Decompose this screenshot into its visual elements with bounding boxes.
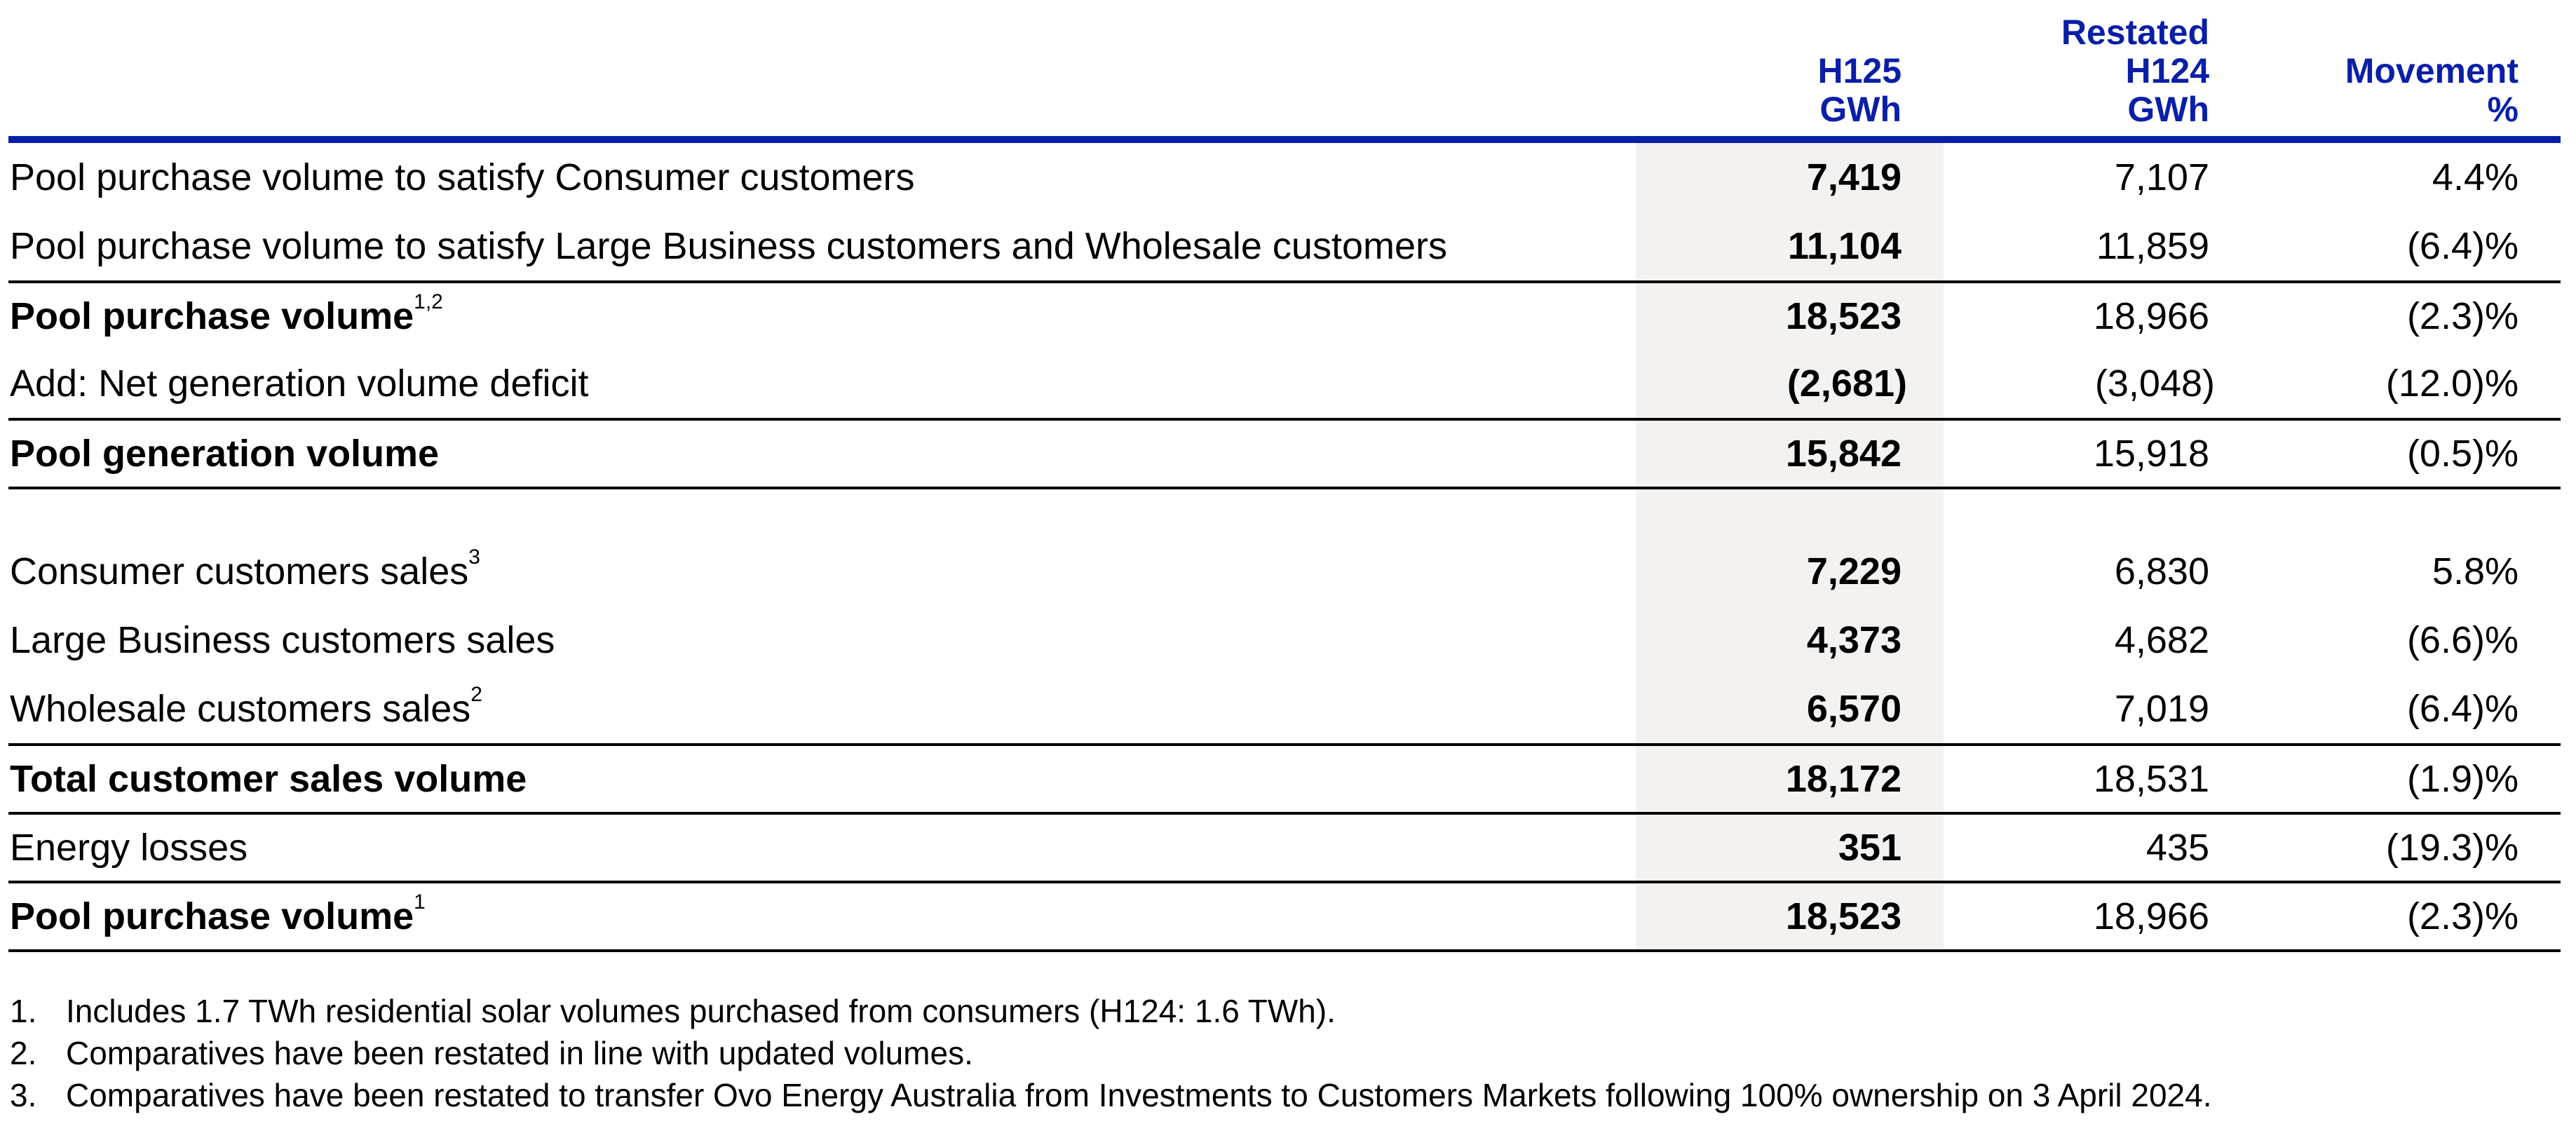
footnote-ref: 1 (414, 890, 426, 914)
section-spacer (8, 487, 2561, 537)
footnote-number: 1. (10, 993, 37, 1029)
h125-value: 15,842 (1636, 421, 1944, 487)
h125-value: 7,229 (1636, 537, 1944, 606)
footnote-ref: 1,2 (414, 290, 443, 313)
header-line: GWh (2127, 90, 2209, 129)
h124-value: 18,531 (2093, 758, 2209, 800)
header-h124: Restated H124 GWh (1944, 13, 2251, 136)
row-label: Pool purchase volume1,2 (10, 290, 443, 337)
movement-value: (12.0)% (2385, 362, 2519, 405)
movement-value: 4.4% (2432, 156, 2519, 198)
header-line: Movement (2345, 51, 2519, 90)
table-row: Total customer sales volume 18,172 18,53… (8, 743, 2561, 812)
movement-value: (6.6)% (2406, 619, 2519, 661)
h124-value: 18,966 (2093, 895, 2209, 937)
movement-value: (6.4)% (2406, 225, 2519, 267)
h124-value: 7,107 (2114, 156, 2209, 198)
row-label: Pool purchase volume to satisfy Large Bu… (10, 225, 1447, 267)
movement-value: (19.3)% (2385, 827, 2519, 869)
h125-value: (2,681) (1636, 349, 1944, 418)
table-header: H125 GWh Restated H124 GWh Movement% (8, 0, 2561, 136)
table-row: Energy losses 351 435 (19.3)% (8, 812, 2561, 881)
table-row: Wholesale customers sales2 6,570 7,019 (… (8, 674, 2561, 743)
footnote-number: 2. (10, 1035, 37, 1071)
h124-value: 4,682 (2114, 619, 2209, 661)
h124-value: 18,966 (2093, 295, 2209, 337)
footnote-text: Comparatives have been restated in line … (66, 1035, 973, 1071)
h124-value: 7,019 (2114, 688, 2209, 730)
h124-value: 435 (2145, 827, 2209, 869)
table-row: Pool purchase volume1,2 18,523 18,966 (2… (8, 280, 2561, 349)
movement-value: 5.8% (2432, 550, 2519, 592)
header-line: Restated (2061, 13, 2209, 52)
h125-value: 18,523 (1636, 283, 1944, 349)
h125-value: 351 (1636, 815, 1944, 881)
movement-value: (6.4)% (2406, 688, 2519, 730)
table-row: Pool purchase volume1 18,523 18,966 (2.3… (8, 881, 2561, 949)
row-label: Pool purchase volume to satisfy Consumer… (10, 156, 915, 198)
table-row: Consumer customers sales3 7,229 6,830 5.… (8, 537, 2561, 606)
footnote: 2. Comparatives have been restated in lin… (10, 1032, 2212, 1074)
footnote-text: Includes 1.7 TWh residential solar volum… (66, 993, 1336, 1029)
row-label: Pool purchase volume1 (10, 890, 426, 937)
header-line: % (2487, 90, 2519, 129)
table-row: Pool purchase volume to satisfy Large Bu… (8, 212, 2561, 280)
header-rule (8, 136, 2561, 143)
row-label: Add: Net generation volume deficit (10, 362, 589, 405)
row-label: Consumer customers sales3 (10, 545, 480, 592)
h125-value: 7,419 (1636, 143, 1944, 212)
row-label: Large Business customers sales (10, 619, 555, 661)
table-row: Pool purchase volume to satisfy Consumer… (8, 143, 2561, 212)
h124-value: 15,918 (2093, 433, 2209, 475)
footnote-number: 3. (10, 1077, 37, 1113)
footnote-ref: 3 (468, 545, 480, 569)
footnote-ref: 2 (470, 683, 482, 706)
table-row: Large Business customers sales 4,373 4,6… (8, 606, 2561, 674)
movement-value: (1.9)% (2406, 758, 2519, 800)
row-label: Energy losses (10, 827, 248, 869)
h124-value: 6,830 (2114, 550, 2209, 592)
header-line: GWh (1819, 90, 1902, 129)
movement-value: (0.5)% (2406, 433, 2519, 475)
footnote: 1. Includes 1.7 TWh residential solar vol… (10, 990, 2212, 1032)
row-label: Total customer sales volume (10, 758, 527, 800)
header-movement: Movement% (2251, 52, 2561, 136)
h125-value: 11,104 (1636, 212, 1944, 280)
table-row: Add: Net generation volume deficit (2,68… (8, 349, 2561, 418)
h124-value: 11,859 (2096, 225, 2209, 267)
h124-value: (3,048) (2094, 362, 2215, 405)
footnote: 3. Comparatives have been restated to tra… (10, 1074, 2212, 1116)
footnote-text: Comparatives have been restated to trans… (66, 1077, 2212, 1113)
h125-value: 4,373 (1636, 606, 1944, 674)
h125-value: 18,172 (1636, 746, 1944, 812)
header-line: H124 (2125, 51, 2209, 90)
footnotes: 1. Includes 1.7 TWh residential solar vol… (10, 990, 2212, 1116)
movement-value: (2.3)% (2406, 295, 2519, 337)
row-label: Wholesale customers sales2 (10, 683, 482, 730)
volume-table: H125 GWh Restated H124 GWh Movement% Pool p… (8, 0, 2561, 952)
movement-value: (2.3)% (2406, 895, 2519, 937)
header-h125: H125 GWh (1636, 52, 1944, 136)
table-row: Pool generation volume 15,842 15,918 (0.… (8, 418, 2561, 487)
header-line: H125 (1817, 51, 1902, 90)
row-label: Pool generation volume (10, 433, 440, 475)
h125-value: 18,523 (1636, 883, 1944, 949)
h125-value: 6,570 (1636, 674, 1944, 743)
table-bottom-rule (8, 949, 2561, 952)
